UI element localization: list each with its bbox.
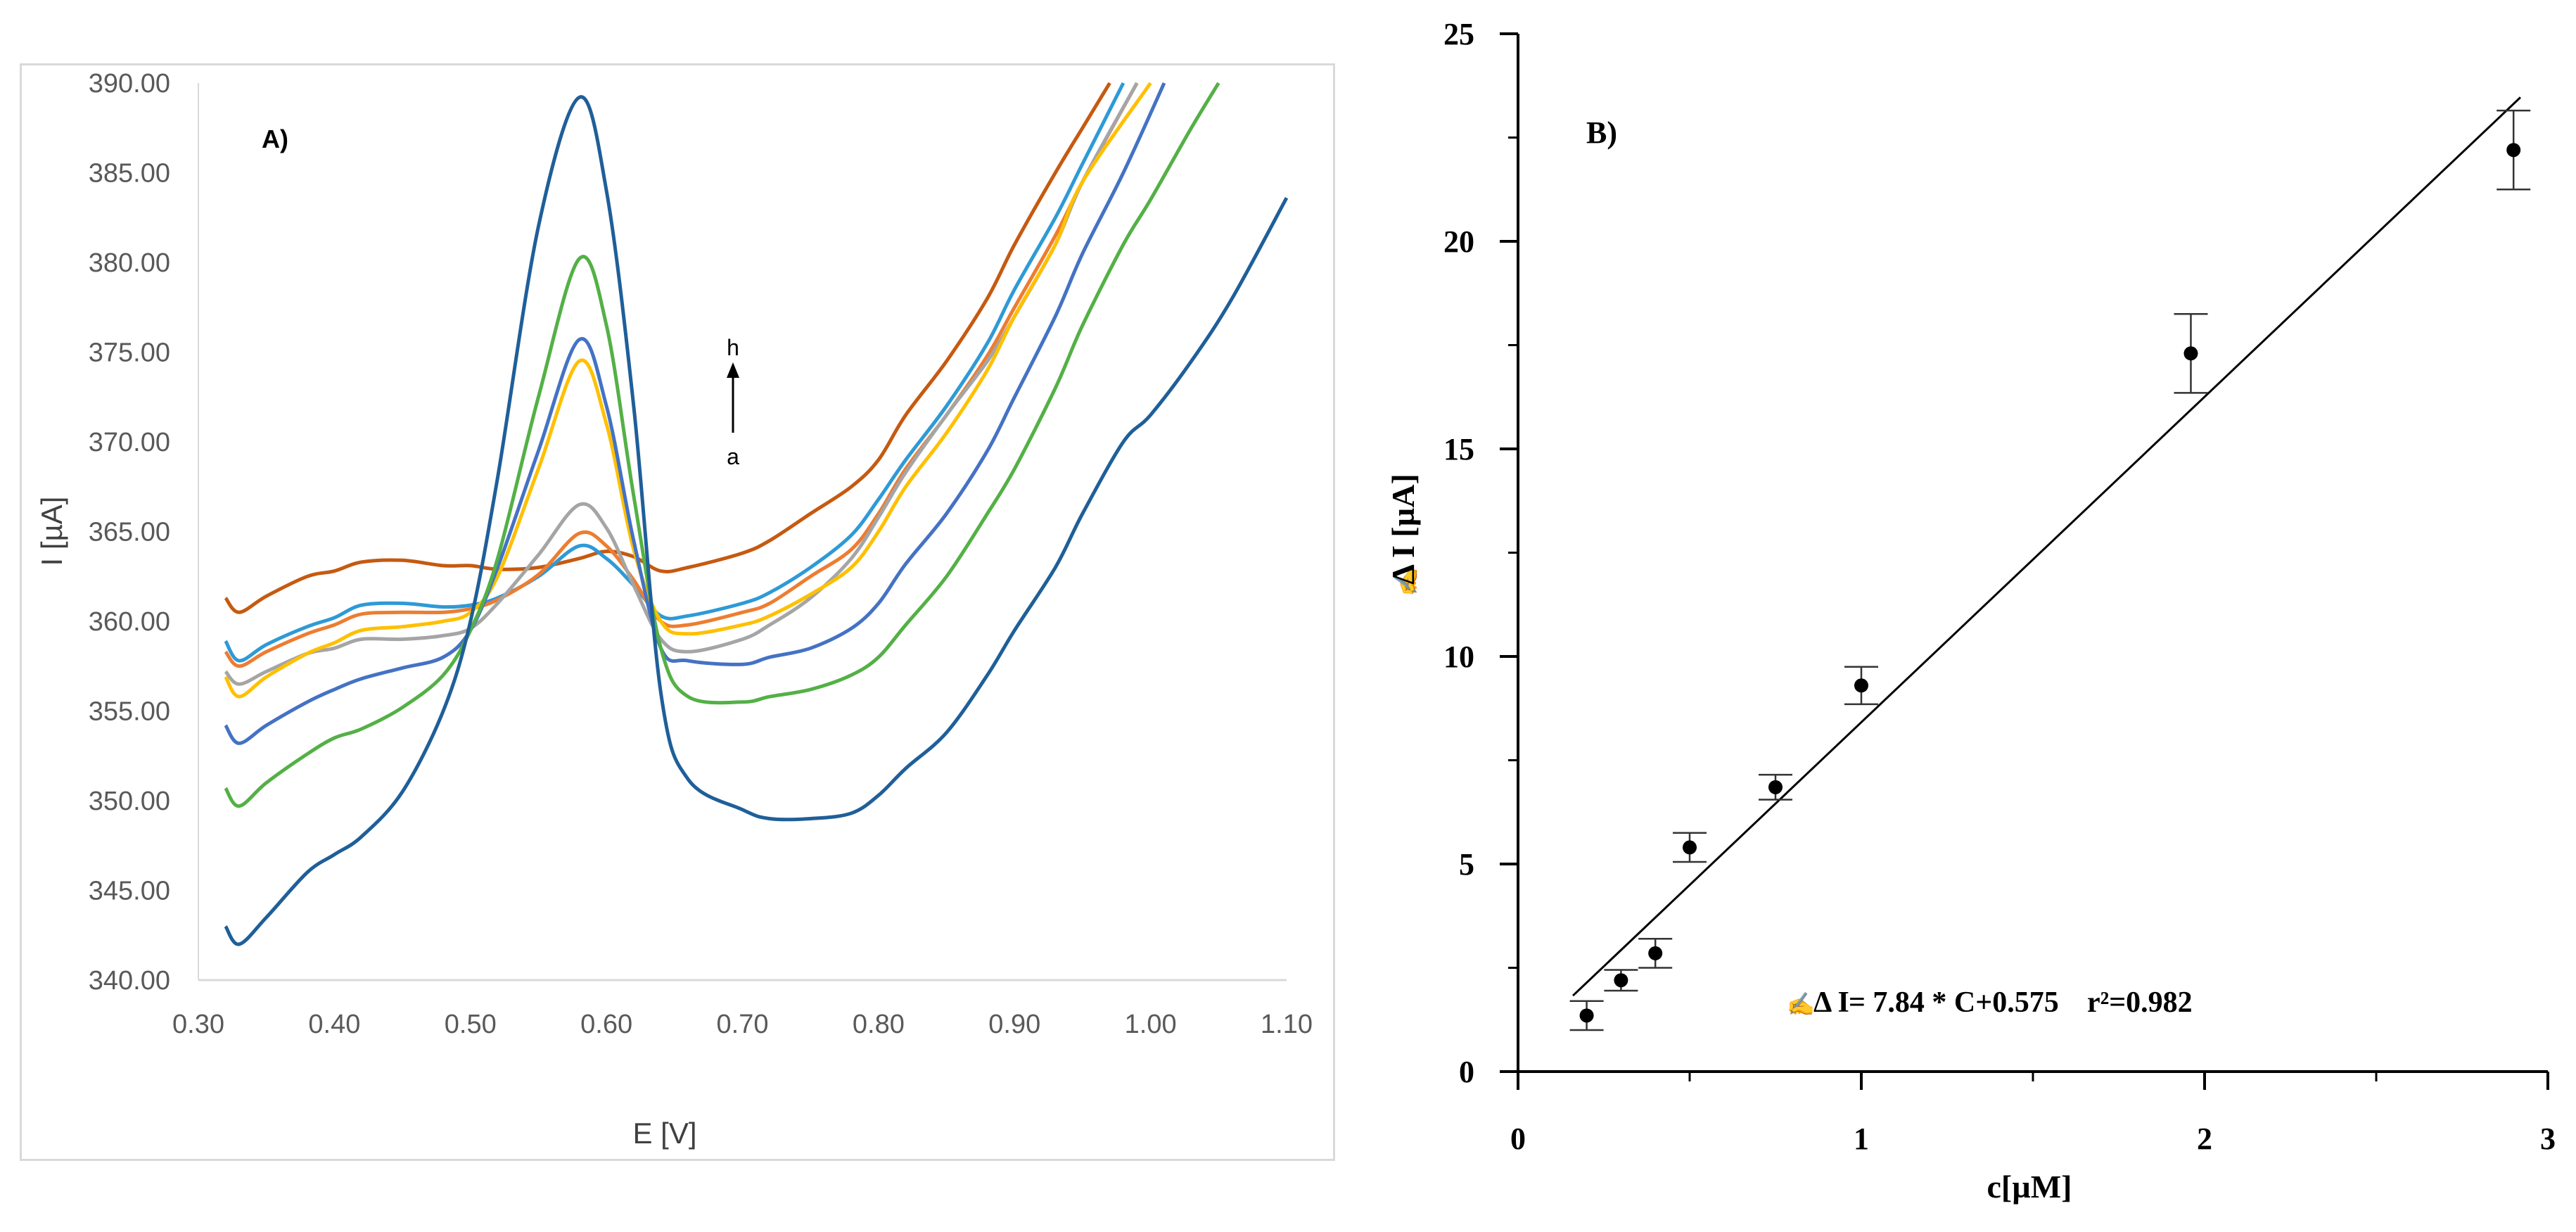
panel-a-y-tick-label: 360.00: [89, 607, 170, 637]
series-line-h: [224, 95, 1289, 946]
data-point-group: [1638, 937, 1673, 969]
panel-b-y-axis-title: ✍ Δ I [µA]: [1385, 474, 1421, 597]
annotation-arrow-head: [727, 362, 739, 378]
panel-a-y-tick-label: 350.00: [89, 787, 170, 816]
series-line-a: [224, 82, 1111, 614]
equation-glyph: ✍: [1787, 991, 1815, 1017]
panel-a-y-tick-label: 365.00: [89, 518, 170, 547]
panel-b-x-tick-label: 0: [1510, 1122, 1526, 1156]
panel-a-y-tick-label: 385.00: [89, 159, 170, 189]
panel-b-label: B): [1586, 115, 1617, 150]
panel-b-y-tick-label: 20: [1443, 224, 1474, 259]
panel-a-x-tick-label: 0.70: [717, 1010, 769, 1039]
panel-a-x-tick-labels: 0.30 0.40 0.50 0.60 0.70 0.80 0.90 1.00 1.10: [172, 1010, 1313, 1039]
panel-a-y-tick-label: 355.00: [89, 697, 170, 727]
r-squared: r²=0.982: [2087, 986, 2193, 1019]
panel-b-y-tick-label: 5: [1459, 847, 1474, 882]
data-point: [2506, 143, 2521, 158]
panel-b-y-tick-label: 15: [1443, 432, 1474, 466]
panel-a-x-tick-label: 1.10: [1261, 1010, 1313, 1039]
panel-b-calibration: 0 5 10 15 20 25 0 1 2 3 B) c[µM] ✍ Δ I [µA] ✍ Δ …: [1385, 17, 2556, 1205]
data-point-group: [1569, 1000, 1604, 1031]
panel-a-x-tick-label: 0.30: [172, 1010, 224, 1039]
series-line-c: [224, 82, 1139, 668]
panel-a-y-tick-label: 390.00: [89, 69, 170, 99]
panel-b-y-tick-label: 10: [1443, 640, 1474, 674]
panel-a-y-tick-label: 375.00: [89, 338, 170, 368]
data-point: [2183, 346, 2198, 361]
panel-b-y-ticks: 0 5 10 15 20 25: [1443, 17, 1518, 1089]
panel-b-x-tick-label: 1: [1854, 1122, 1869, 1156]
ylabel-text: Δ I [µA]: [1385, 474, 1421, 585]
panel-a-series-group: [224, 82, 1289, 946]
panel-a-label: A): [262, 125, 288, 153]
panel-a-frame: [20, 63, 1335, 1161]
panel-b-y-tick-label: 25: [1443, 17, 1474, 51]
panel-b-x-axis-title: c[µM]: [1987, 1169, 2072, 1205]
annotation-label-a: a: [727, 444, 739, 469]
panel-a-y-tick-label: 345.00: [89, 877, 170, 906]
panel-a-x-tick-label: 1.00: [1125, 1010, 1177, 1039]
data-point-group: [1604, 969, 1638, 992]
data-point-group: [2497, 109, 2531, 191]
series-line-b: [224, 82, 1126, 663]
panel-b-x-ticks: 0 1 2 3: [1510, 1072, 2556, 1156]
panel-a-y-tick-label: 340.00: [89, 966, 170, 996]
regression-line: [1572, 96, 2521, 997]
panel-a-y-tick-labels: 340.00 345.00 350.00 355.00 360.00 365.00 370.…: [89, 69, 170, 996]
panel-a-y-axis-title: I [µA]: [35, 497, 68, 566]
equation-prefix: Δ I: [1813, 986, 1849, 1019]
data-point: [1683, 840, 1697, 855]
series-line-g: [224, 82, 1220, 808]
ylabel-glyph: ✍: [1393, 567, 1420, 597]
panel-a-y-tick-label: 380.00: [89, 248, 170, 278]
data-point-group: [2174, 313, 2208, 394]
panel-a-x-tick-label: 0.80: [853, 1010, 905, 1039]
data-point: [1768, 780, 1783, 794]
data-point-group: [1673, 832, 1707, 863]
panel-a-x-tick-label: 0.50: [445, 1010, 497, 1039]
panel-a-x-tick-label: 0.60: [580, 1010, 632, 1039]
equation-text: = 7.84 * C+0.575: [1849, 986, 2059, 1019]
data-point-group: [1759, 773, 1792, 801]
data-point: [1854, 678, 1868, 693]
series-line-d: [224, 82, 1139, 686]
data-point: [1648, 946, 1663, 960]
annotation-label-h: h: [727, 335, 739, 360]
panel-b-y-tick-label: 0: [1459, 1055, 1474, 1089]
data-point: [1614, 973, 1628, 988]
panel-b-x-tick-label: 3: [2540, 1122, 2556, 1156]
regression-equation: ✍ Δ I = 7.84 * C+0.575 r²=0.982: [1787, 986, 2193, 1019]
panel-a-x-tick-label: 0.90: [988, 1010, 1040, 1039]
panel-a-x-tick-label: 0.40: [308, 1010, 360, 1039]
panel-a-y-tick-label: 370.00: [89, 428, 170, 457]
panel-a-voltammogram: 340.00 345.00 350.00 355.00 360.00 365.00 370.…: [35, 69, 1313, 1150]
panel-b-x-tick-label: 2: [2197, 1122, 2212, 1156]
data-point: [1579, 1008, 1594, 1023]
data-point-group: [1844, 666, 1878, 706]
panel-b-points-group: [1569, 109, 2531, 1031]
panel-a-x-axis-title: E [V]: [632, 1117, 696, 1150]
